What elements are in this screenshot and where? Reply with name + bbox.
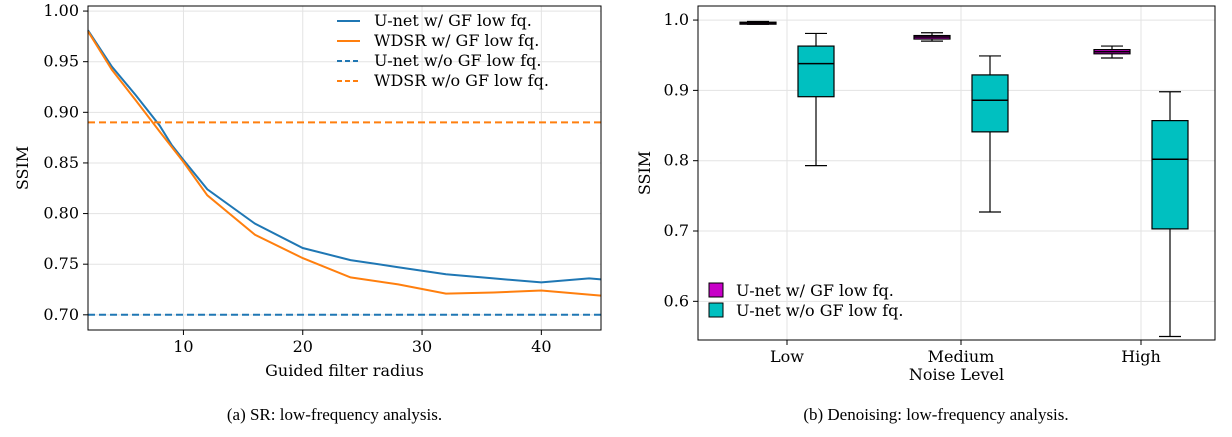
y-tick-label: 0.75 [43, 254, 79, 273]
boxplot-with-gf [739, 20, 777, 25]
grid [698, 6, 1215, 340]
y-axis-label: SSIM [635, 151, 654, 195]
y-axis-ticks: 0.70 0.75 0.80 0.85 0.90 0.95 1.00 [43, 1, 88, 324]
y-tick-label: 0.95 [43, 52, 79, 71]
plot-frame [697, 5, 1216, 341]
y-tick-label: 0.8 [664, 151, 689, 170]
x-tick-label: 20 [293, 337, 313, 356]
y-tick-label: 0.90 [43, 102, 79, 121]
y-tick-label: 0.7 [664, 221, 689, 240]
boxplot-without-gf [1151, 91, 1189, 338]
caption: (b) Denoising: low-frequency analysis. [803, 405, 1068, 424]
y-tick-label: 0.85 [43, 153, 79, 172]
x-tick-label: Low [770, 347, 804, 366]
boxplots [739, 20, 1189, 338]
y-tick-label: 0.9 [664, 80, 689, 99]
x-tick-label: 10 [173, 337, 193, 356]
plot-frame [87, 5, 602, 331]
x-tick-label: Medium [928, 347, 995, 366]
x-tick-label: High [1121, 347, 1161, 366]
box [797, 45, 835, 98]
y-axis-label: SSIM [13, 146, 32, 190]
boxplot-with-gf [913, 32, 951, 42]
box [1151, 120, 1189, 230]
legend-label: U-net w/ GF low fq. [736, 281, 894, 300]
chart-sr-low-frequency: 10 20 30 40 0.70 0.75 0.80 0.85 0.90 0.95 1.00 Gu… [13, 1, 602, 424]
legend-label: U-net w/ GF low fq. [374, 11, 532, 30]
boxplot-without-gf [797, 32, 835, 167]
legend-swatch [708, 282, 724, 298]
y-tick-label: 1.0 [664, 10, 689, 29]
caption: (a) SR: low-frequency analysis. [227, 405, 442, 424]
y-axis-ticks: 0.6 0.7 0.8 0.9 1.0 [664, 10, 698, 310]
y-tick-label: 0.80 [43, 204, 79, 223]
series-line-2 [87, 30, 602, 297]
x-axis-ticks: 10 20 30 40 [173, 330, 552, 356]
legend-swatch [708, 302, 724, 318]
y-tick-label: 1.00 [43, 1, 79, 20]
x-tick-label: 40 [531, 337, 551, 356]
legend-label: U-net w/o GF low fq. [736, 301, 903, 320]
boxplot-with-gf [1093, 45, 1131, 59]
legend-label: WDSR w/o GF low fq. [374, 71, 549, 90]
y-tick-label: 0.70 [43, 305, 79, 324]
x-axis-label: Noise Level [909, 365, 1004, 384]
series-lines [87, 29, 602, 316]
series-line-1 [87, 29, 602, 284]
x-axis-label: Guided filter radius [265, 361, 424, 380]
legend: U-net w/ GF low fq.U-net w/o GF low fq. [708, 281, 903, 320]
legend-label: WDSR w/ GF low fq. [374, 31, 539, 50]
box [971, 74, 1009, 133]
boxplot-without-gf [971, 55, 1009, 213]
y-tick-label: 0.6 [664, 291, 689, 310]
legend-label: U-net w/o GF low fq. [374, 51, 541, 70]
legend: U-net w/ GF low fq.WDSR w/ GF low fq.U-n… [337, 11, 549, 90]
chart-denoising-low-frequency: Low Medium High 0.6 0.7 0.8 0.9 1.0 Noise Leve… [635, 5, 1216, 424]
x-tick-label: 30 [412, 337, 432, 356]
x-axis-ticks: Low Medium High [770, 340, 1161, 366]
